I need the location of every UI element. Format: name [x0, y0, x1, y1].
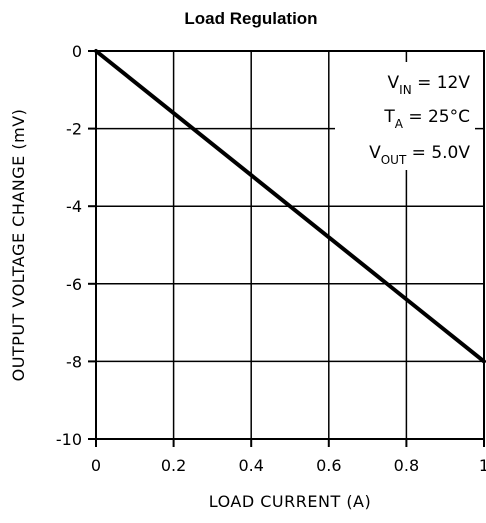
x-tick-label: 0.2: [161, 456, 186, 475]
annotation-value: = 25°C: [403, 107, 470, 127]
plot-frame: [95, 50, 485, 440]
annotation-subscript: OUT: [381, 153, 407, 167]
annotation-subscript: A: [395, 117, 404, 131]
series: [94, 49, 486, 364]
annotation-symbol: T: [383, 107, 395, 127]
x-tick-label: 1: [479, 456, 486, 475]
y-axis-label: OUTPUT VOLTAGE CHANGE (mV): [9, 109, 28, 382]
y-tick-label: -8: [66, 352, 82, 371]
axis-ticks: 0 0.2 0.4 0.6 0.8 1 0 -2 -4 -6 -8 -10: [56, 42, 486, 475]
annotation-value: = 12V: [412, 73, 471, 93]
x-axis-label: LOAD CURRENT (A): [209, 492, 372, 511]
x-tick-label: 0.8: [394, 456, 419, 475]
y-tick-label: -10: [56, 430, 82, 449]
annotation-line: VOUT = 5.0V: [369, 143, 470, 167]
y-tick-label: 0: [72, 42, 82, 61]
annotation-symbol: V: [369, 143, 381, 163]
annotation-line: VIN = 12V: [388, 73, 471, 97]
annotation-line: TA = 25°C: [383, 107, 470, 131]
x-tick-label: 0.6: [316, 456, 341, 475]
y-tick-label: -4: [66, 197, 82, 216]
x-tick-label: 0.4: [238, 456, 263, 475]
annotation-background: [335, 62, 475, 170]
series-line: [94, 49, 486, 364]
y-tick-label: -6: [66, 275, 82, 294]
y-tick-label: -2: [66, 120, 82, 139]
annotation-value: = 5.0V: [406, 143, 470, 163]
annotation-subscript: IN: [399, 83, 412, 97]
annotation-symbol: V: [388, 73, 400, 93]
chart-title: Load Regulation: [184, 9, 317, 28]
x-tick-label: 0: [91, 456, 101, 475]
